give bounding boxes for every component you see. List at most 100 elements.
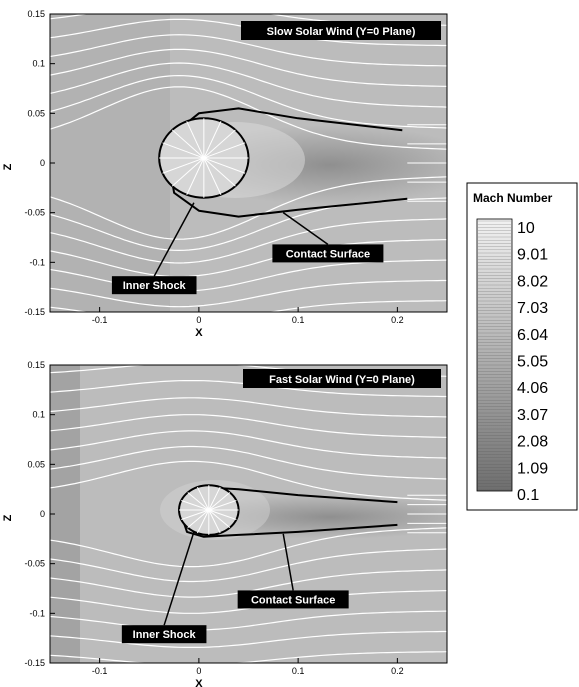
obstacle-slow <box>158 107 408 218</box>
streamlines-fast <box>50 365 447 663</box>
x-tick-label: 0 <box>196 315 201 325</box>
field-line <box>203 142 246 159</box>
title-bg <box>241 21 441 40</box>
legend-level-label: 7.03 <box>517 300 548 317</box>
colorbar-bands <box>478 220 511 490</box>
streamline <box>50 300 447 312</box>
field-line <box>187 509 210 528</box>
annotation-label: Contact Surface <box>286 248 370 260</box>
streamline <box>50 74 447 129</box>
y-tick-label: -0.05 <box>24 559 45 569</box>
y-tick-label: 0 <box>40 509 45 519</box>
streamline <box>50 527 447 568</box>
streamline <box>50 590 447 614</box>
field-line <box>208 486 221 511</box>
field-line <box>187 492 210 511</box>
x-axis-label: X <box>195 327 203 339</box>
x-tick-label: 0.2 <box>391 666 404 676</box>
field-line <box>208 509 221 534</box>
y-tick-label: 0 <box>40 158 45 168</box>
streamline <box>50 397 447 418</box>
panel-title-fast: Fast Solar Wind (Y=0 Plane) <box>269 374 415 386</box>
streamline <box>50 414 447 438</box>
annotation-leader <box>163 531 195 626</box>
streamline <box>50 239 447 278</box>
legend-level-label: 1.09 <box>517 460 548 477</box>
colorbar <box>476 218 513 492</box>
streamline <box>50 62 447 108</box>
annotations-slow: Inner Shock Contact Surface <box>111 202 384 295</box>
field-line <box>203 157 222 195</box>
y-tick-label: -0.15 <box>24 307 45 317</box>
legend-level-label: 10 <box>517 220 535 237</box>
streamline <box>50 630 447 649</box>
annotation-leader <box>153 202 195 277</box>
field-line <box>162 142 205 159</box>
legend-title: Mach Number <box>473 191 553 205</box>
field-line <box>203 157 246 174</box>
streamline <box>50 86 447 150</box>
streamline <box>50 48 447 87</box>
streamline <box>50 548 447 583</box>
field-line <box>171 129 205 159</box>
streamline <box>50 218 447 264</box>
y-tick-label: -0.15 <box>24 658 45 668</box>
x-tick-label: 0 <box>196 666 201 676</box>
annotation-box <box>237 590 349 609</box>
axes-fast: -0.1 0 0.1 0.2 0.15 0.1 0.05 0 -0.05 -0.1 -0.15 X Z <box>2 360 404 687</box>
legend-level-label: 5.05 <box>517 354 548 371</box>
y-axis-label: Z <box>2 163 14 170</box>
y-tick-label: 0.1 <box>32 59 45 69</box>
field-upstream-region <box>50 14 170 312</box>
panel-title-slow: Slow Solar Wind (Y=0 Plane) <box>267 26 416 38</box>
y-tick-label: 0.05 <box>27 108 45 118</box>
x-tick-label: -0.1 <box>92 315 108 325</box>
annotation-label: Inner Shock <box>133 629 197 641</box>
field-line <box>181 500 209 511</box>
streamline <box>50 460 447 501</box>
field-line <box>196 486 210 511</box>
x-tick-label: 0.1 <box>292 315 305 325</box>
colorbar-legend: Mach Number 10 9.01 8.02 7.03 6.04 5.05 4.06 3.… <box>466 182 578 511</box>
field-line <box>208 509 237 521</box>
annotation-box <box>272 244 384 263</box>
title-box-slow: Slow Solar Wind (Y=0 Plane) <box>241 21 441 40</box>
streamline <box>50 651 447 663</box>
y-tick-label: 0.15 <box>27 360 45 370</box>
panel-slow-solar-wind: -0.1 0 0.1 0.20.150.10.050-0.05-0.1-0.15XZ … <box>2 9 448 339</box>
field-line <box>203 129 236 159</box>
field-line <box>203 121 222 159</box>
legend-labels: 10 9.01 8.02 7.03 6.04 5.05 4.06 3.07 2.08 1.09 0.… <box>517 220 548 504</box>
streamline <box>50 445 447 480</box>
field-line <box>208 509 231 528</box>
title-bg <box>243 369 441 388</box>
field-line <box>203 157 236 187</box>
annotation-box <box>121 625 207 644</box>
streamlines-slow <box>50 14 447 312</box>
y-tick-label: -0.1 <box>29 608 45 618</box>
field-line <box>196 509 210 534</box>
field-line <box>208 500 237 511</box>
field-line <box>162 157 205 174</box>
streamline <box>50 279 447 308</box>
annotations-fast: Inner Shock Contact Surface <box>121 531 349 644</box>
field-line <box>208 492 231 511</box>
y-tick-label: -0.05 <box>24 208 45 218</box>
legend-level-label: 6.04 <box>517 327 548 344</box>
annotation-leader <box>282 212 329 246</box>
annotation-label: Contact Surface <box>251 594 335 606</box>
axes-slow: -0.1 0 0.1 0.2 0.15 0.1 0.05 0 -0.05 -0.1 -0.15 X Z <box>2 9 404 339</box>
annotation-label: Inner Shock <box>123 280 187 292</box>
plot-area-fast <box>50 365 447 663</box>
field-line <box>171 157 205 187</box>
field-line <box>181 509 209 521</box>
y-tick-label: 0.05 <box>27 459 45 469</box>
x-tick-label: 0.1 <box>292 666 305 676</box>
panel-fast-solar-wind: -0.1 0 0.1 0.20.150.10.050-0.05-0.1-0.15XZ … <box>2 360 448 687</box>
x-axis-label: X <box>195 678 203 687</box>
annotation-leader <box>282 533 294 591</box>
y-tick-label: 0.15 <box>27 9 45 19</box>
streamline <box>50 176 447 240</box>
y-tick-label: 0.1 <box>32 410 45 420</box>
title-box-fast: Fast Solar Wind (Y=0 Plane) <box>243 369 441 388</box>
